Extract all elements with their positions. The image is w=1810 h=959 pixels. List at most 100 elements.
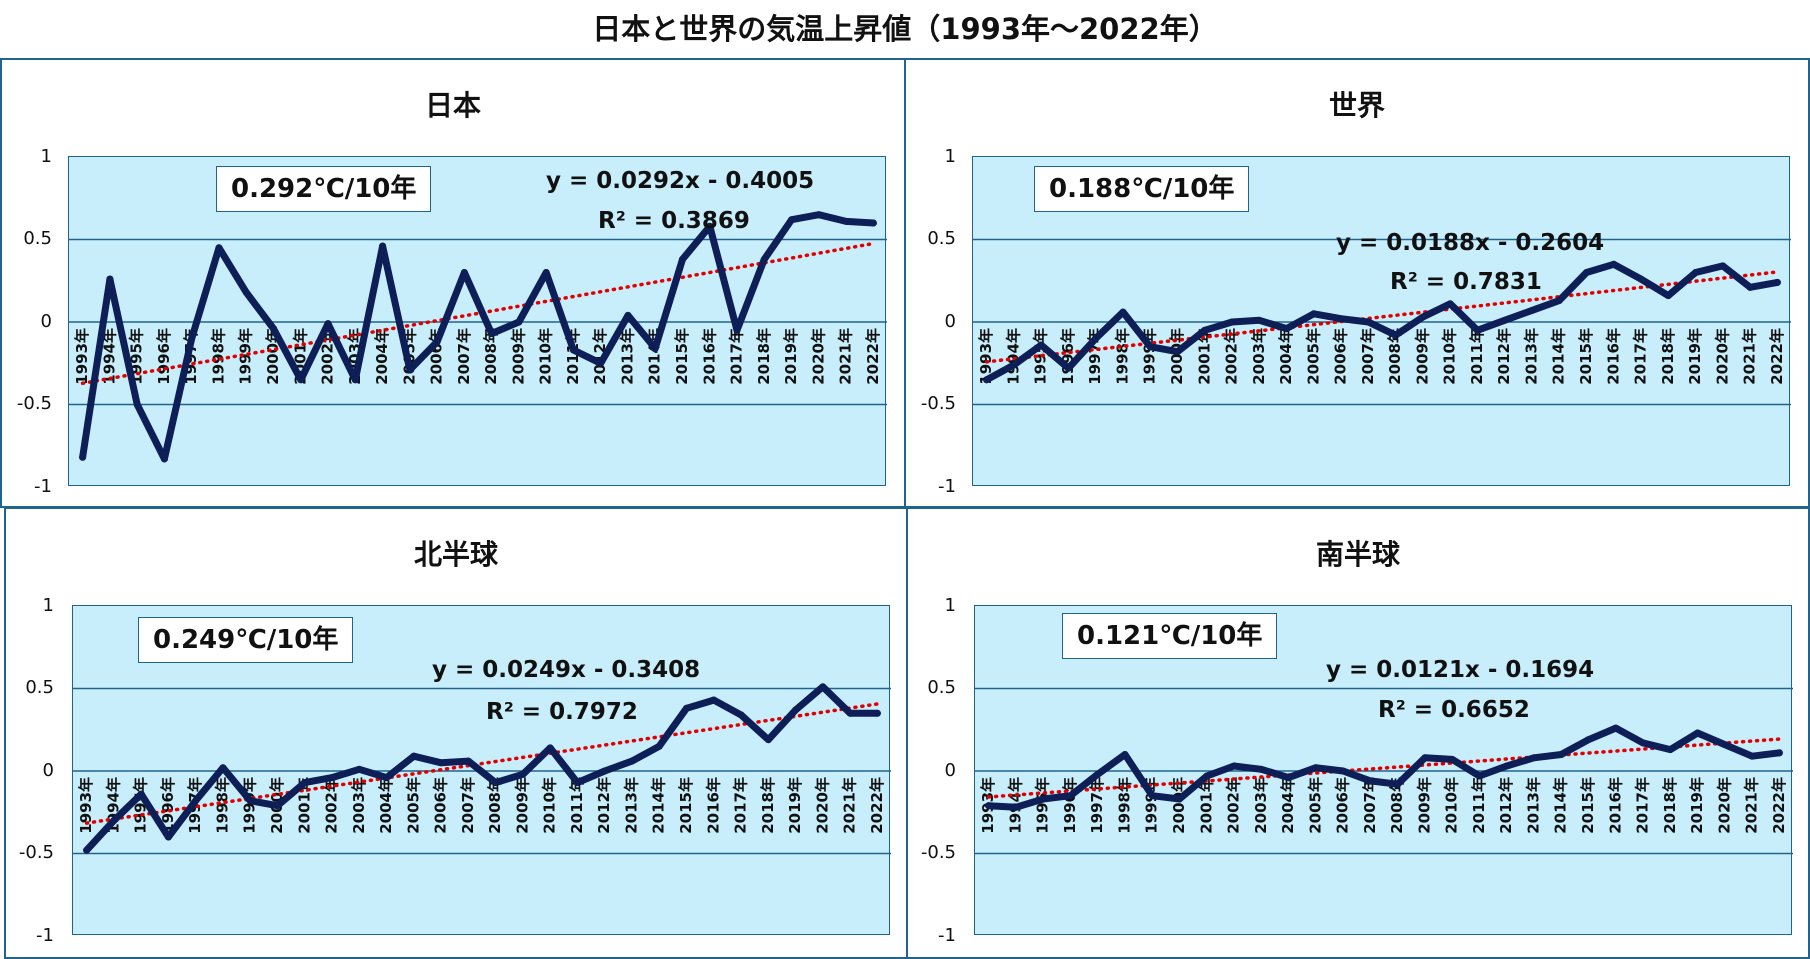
x-tick-label: 2008年 <box>482 328 500 385</box>
y-tick-label: 0.5 <box>927 677 956 698</box>
data-point <box>192 797 200 805</box>
data-point <box>324 320 332 328</box>
data-point <box>983 376 991 384</box>
data-point <box>1064 364 1072 372</box>
x-tick-label: 2016年 <box>700 328 718 385</box>
data-point <box>985 802 993 810</box>
data-point <box>815 211 823 219</box>
x-tick-label: 2004年 <box>373 328 391 385</box>
x-tick-label: 2022年 <box>868 777 886 834</box>
x-tick-label: 2007年 <box>455 328 473 385</box>
data-point <box>274 802 281 810</box>
data-point <box>1392 331 1400 339</box>
x-tick-label: 2021年 <box>841 777 859 834</box>
y-tick-label: 0.5 <box>23 228 52 249</box>
x-tick-label: 1995年 <box>1032 328 1050 385</box>
data-point <box>1448 755 1456 763</box>
data-point <box>683 704 690 712</box>
data-point <box>679 255 686 263</box>
data-point <box>1337 315 1345 323</box>
data-point <box>1176 795 1183 803</box>
x-tick-label: 1998年 <box>209 328 227 385</box>
data-point <box>1666 746 1674 754</box>
x-tick-label: 2018年 <box>759 777 777 834</box>
chart-panel-japan: 日本 1 0.5 0 -0.5 -1 1993年 1994年 1995年 1996年 1… <box>0 58 906 508</box>
panel-title: 世界 <box>1328 89 1385 122</box>
x-tick-label: 1994年 <box>100 328 118 385</box>
x-tick-label: 2012年 <box>591 328 609 385</box>
x-tick-label: 1993年 <box>977 328 995 385</box>
x-tick-label: 2017年 <box>728 328 746 385</box>
x-tick-label: 2015年 <box>677 777 695 834</box>
x-tick-label: 2002年 <box>323 777 341 834</box>
trend-equation: y = 0.0121x - 0.1694 <box>1326 657 1595 683</box>
data-point <box>1146 343 1154 351</box>
x-tick-label: 2013年 <box>618 328 636 385</box>
x-tick-label: 2010年 <box>1443 777 1461 834</box>
data-point <box>1037 341 1045 349</box>
x-tick-label: 1999年 <box>241 777 259 834</box>
x-tick-label: 2020年 <box>813 777 831 834</box>
y-tick-label: 1 <box>944 146 956 167</box>
x-tick-label: 2017年 <box>732 777 750 834</box>
data-point <box>1257 765 1265 773</box>
x-tick-label: 1995年 <box>1034 777 1052 834</box>
x-tick-label: 2002年 <box>1225 777 1243 834</box>
data-point <box>1555 297 1563 305</box>
x-tick-label: 2020年 <box>1715 777 1733 834</box>
data-point <box>573 779 581 787</box>
data-point <box>1228 318 1236 326</box>
x-tick-label: 2005年 <box>1304 328 1322 385</box>
x-tick-label: 2022年 <box>864 328 882 385</box>
x-tick-label: 2003年 <box>1250 328 1268 385</box>
x-tick-label: 2006年 <box>1332 328 1350 385</box>
y-tick-label: -1 <box>34 476 52 497</box>
y-tick-label: 0.5 <box>927 228 956 249</box>
data-point <box>1692 269 1700 276</box>
x-tick-label: 2003年 <box>1252 777 1270 834</box>
data-point <box>842 217 850 225</box>
data-point <box>1066 792 1074 800</box>
y-tick-label: -0.5 <box>920 393 956 414</box>
x-tick-label: 2000年 <box>1170 777 1188 834</box>
y-tick-label: 0 <box>944 311 956 332</box>
data-point <box>1394 780 1402 788</box>
data-point <box>1446 300 1454 308</box>
y-tick-label: 0.5 <box>25 677 54 698</box>
line-chart-svg: 1993年1994年1995年1996年1997年1998年1999年2000年… <box>975 687 1793 855</box>
data-point <box>242 288 250 296</box>
x-tick-label: 2012年 <box>1495 328 1513 385</box>
x-tick-label: 2008年 <box>1388 777 1406 834</box>
x-tick-label: 2010年 <box>537 328 555 385</box>
data-point <box>1637 275 1645 283</box>
data-point <box>1312 764 1320 772</box>
x-tick-label: 2019年 <box>786 777 804 834</box>
data-point <box>542 269 550 276</box>
x-tick-label: 2016年 <box>1606 777 1624 834</box>
trend-line <box>984 270 1780 364</box>
data-point <box>624 311 632 319</box>
x-tick-label: 2019年 <box>1686 328 1704 385</box>
x-tick-label: 2007年 <box>1361 777 1379 834</box>
x-tick-label: 2011年 <box>568 777 586 834</box>
x-tick-label: 2012年 <box>1497 777 1515 834</box>
data-point <box>410 752 418 760</box>
trend-rate-label: 0.188℃/10年 <box>1034 166 1250 212</box>
y-tick-label: -0.5 <box>16 393 52 414</box>
data-point <box>246 797 254 805</box>
data-point <box>846 709 854 717</box>
x-tick-label: 1993年 <box>77 777 95 834</box>
trend-line <box>986 737 1782 799</box>
x-tick-label: 2009年 <box>513 777 531 834</box>
data-point <box>1310 310 1318 318</box>
data-point <box>1283 325 1291 333</box>
data-point <box>1255 316 1263 324</box>
data-point <box>433 338 441 346</box>
r-squared-label: R² = 0.6652 <box>1378 697 1530 723</box>
x-tick-label: 1998年 <box>213 777 231 834</box>
x-tick-label: 1995年 <box>132 777 150 834</box>
data-point <box>406 366 414 374</box>
y-tick-label: 1 <box>40 146 52 167</box>
